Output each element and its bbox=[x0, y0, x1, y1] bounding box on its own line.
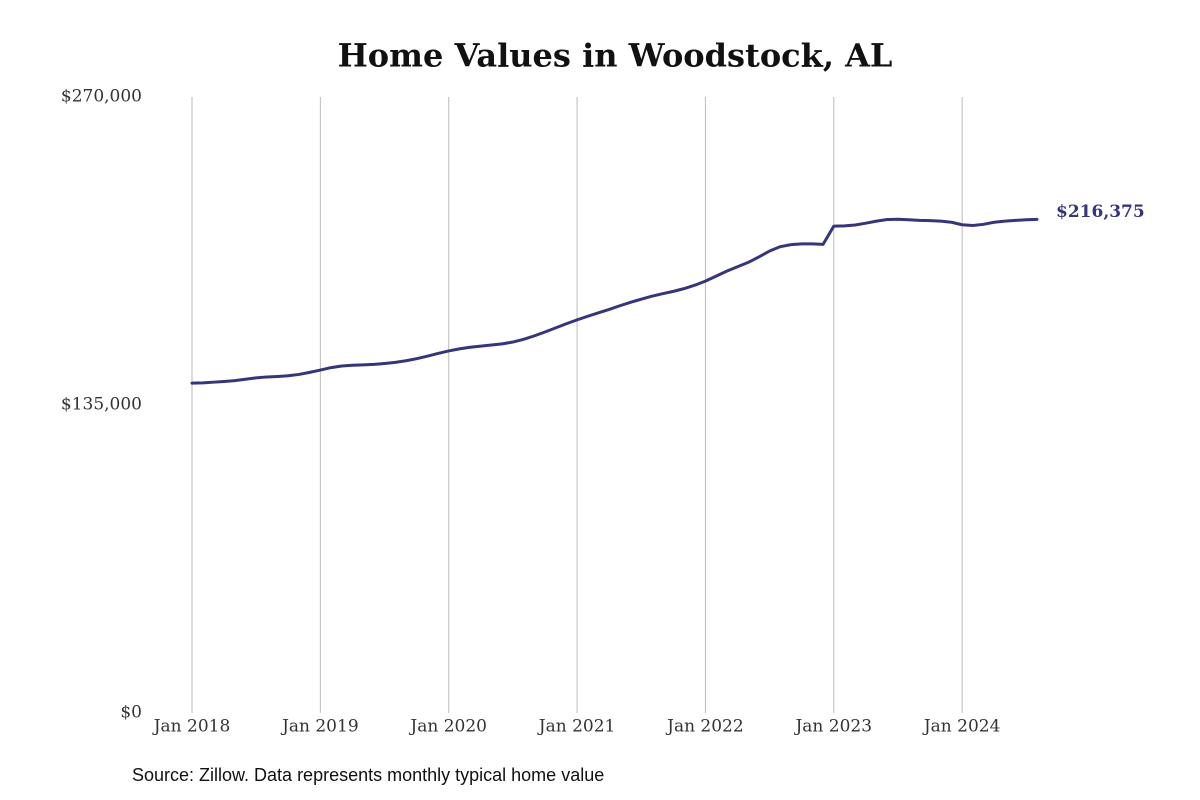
source-note: Source: Zillow. Data represents monthly … bbox=[132, 765, 604, 785]
y-tick-label: $135,000 bbox=[61, 395, 142, 415]
x-tick-label: Jan 2021 bbox=[537, 717, 616, 737]
x-tick-label: Jan 2020 bbox=[408, 717, 487, 737]
x-tick-label: Jan 2019 bbox=[280, 717, 359, 737]
x-tick-label: Jan 2022 bbox=[665, 717, 744, 737]
x-tick-label: Jan 2024 bbox=[922, 717, 1001, 737]
x-tick-label: Jan 2023 bbox=[793, 717, 872, 737]
chart-title: Home Values in Woodstock, AL bbox=[338, 37, 893, 75]
x-tick-label: Jan 2018 bbox=[152, 717, 231, 737]
y-tick-label: $0 bbox=[120, 703, 142, 723]
y-tick-label: $270,000 bbox=[61, 87, 142, 107]
data-line bbox=[190, 217, 1039, 385]
value-label: $216,375 bbox=[1056, 202, 1145, 222]
